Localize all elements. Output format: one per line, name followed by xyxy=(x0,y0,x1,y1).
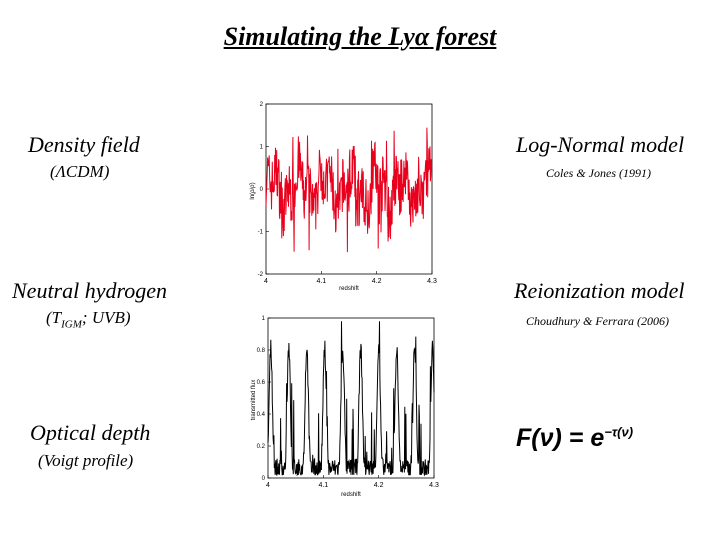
ytick-label: -1 xyxy=(258,230,264,236)
neutral-sub-suffix: ; UVB) xyxy=(81,308,131,327)
flux-chart-frame xyxy=(267,317,435,479)
slide-title: Simulating the Lyα forest xyxy=(0,22,720,52)
ytick-label: 0.4 xyxy=(257,412,266,418)
neutral-hydrogen-label: Neutral hydrogen xyxy=(12,278,167,303)
density-series-line xyxy=(265,127,433,253)
ytick-label: 2 xyxy=(260,102,264,108)
flux-formula: F(ν) = e−τ(ν) xyxy=(516,424,633,453)
lognormal-label: Log-Normal model xyxy=(516,132,685,157)
slide-title-text: Simulating the Lyα forest xyxy=(224,22,497,51)
formula-lhs: F(ν) = e xyxy=(516,424,605,452)
xtick-label: 4.2 xyxy=(374,482,384,489)
title-greek: α xyxy=(414,22,430,51)
xtick-label: 4 xyxy=(266,482,270,489)
xtick-label: 4.3 xyxy=(429,482,439,489)
lognormal-citation: Coles & Jones (1991) xyxy=(546,166,651,180)
ytick-label: 1 xyxy=(262,316,266,322)
ytick-label: 1 xyxy=(260,145,264,151)
title-suffix: forest xyxy=(429,22,497,51)
flux-series-line xyxy=(267,321,435,477)
optical-depth-sublabel: (Voigt profile) xyxy=(38,451,134,470)
ytick-label: 0.2 xyxy=(257,444,266,450)
xtick-label: 4.1 xyxy=(318,482,328,489)
xtick-label: 4.3 xyxy=(427,278,437,285)
reionization-citation: Choudhury & Ferrara (2006) xyxy=(526,314,669,328)
ytick-label: 0.8 xyxy=(257,348,266,354)
density-ylabel: ln(ρ/ρ̄) xyxy=(250,182,256,199)
reionization-label: Reionization model xyxy=(514,278,685,303)
xtick-label: 4.1 xyxy=(316,278,326,285)
optical-depth-label: Optical depth xyxy=(30,420,151,445)
ytick-label: 0 xyxy=(262,476,266,482)
flux-xlabel: redshift xyxy=(341,492,361,498)
ytick-label: 0 xyxy=(260,187,264,193)
xtick-label: 4.2 xyxy=(372,278,382,285)
neutral-sub-subscript: IGM xyxy=(61,318,82,331)
title-prefix: Simulating the Ly xyxy=(223,22,415,51)
density-field-sublabel: (ΛCDM) xyxy=(50,162,110,181)
ytick-label: 0.6 xyxy=(257,380,266,386)
formula-exponent: −τ(ν) xyxy=(604,424,634,440)
density-chart: 2 1 0 -1 -2 4 4.1 4.2 4.3 ln(ρ/ρ̄) redshift xyxy=(250,102,437,292)
density-xlabel: redshift xyxy=(339,286,359,292)
flux-ylabel: transmitted flux xyxy=(251,380,257,421)
density-field-label: Density field xyxy=(28,132,140,157)
neutral-sub-prefix: (T xyxy=(46,308,62,327)
neutral-hydrogen-sublabel: (TIGM; UVB) xyxy=(46,308,131,330)
ytick-label: -2 xyxy=(258,272,264,278)
xtick-label: 4 xyxy=(264,278,268,285)
flux-chart: 1 0.8 0.6 0.4 0.2 0 4 4.1 4.2 4.3 transmitted fl… xyxy=(251,316,439,498)
